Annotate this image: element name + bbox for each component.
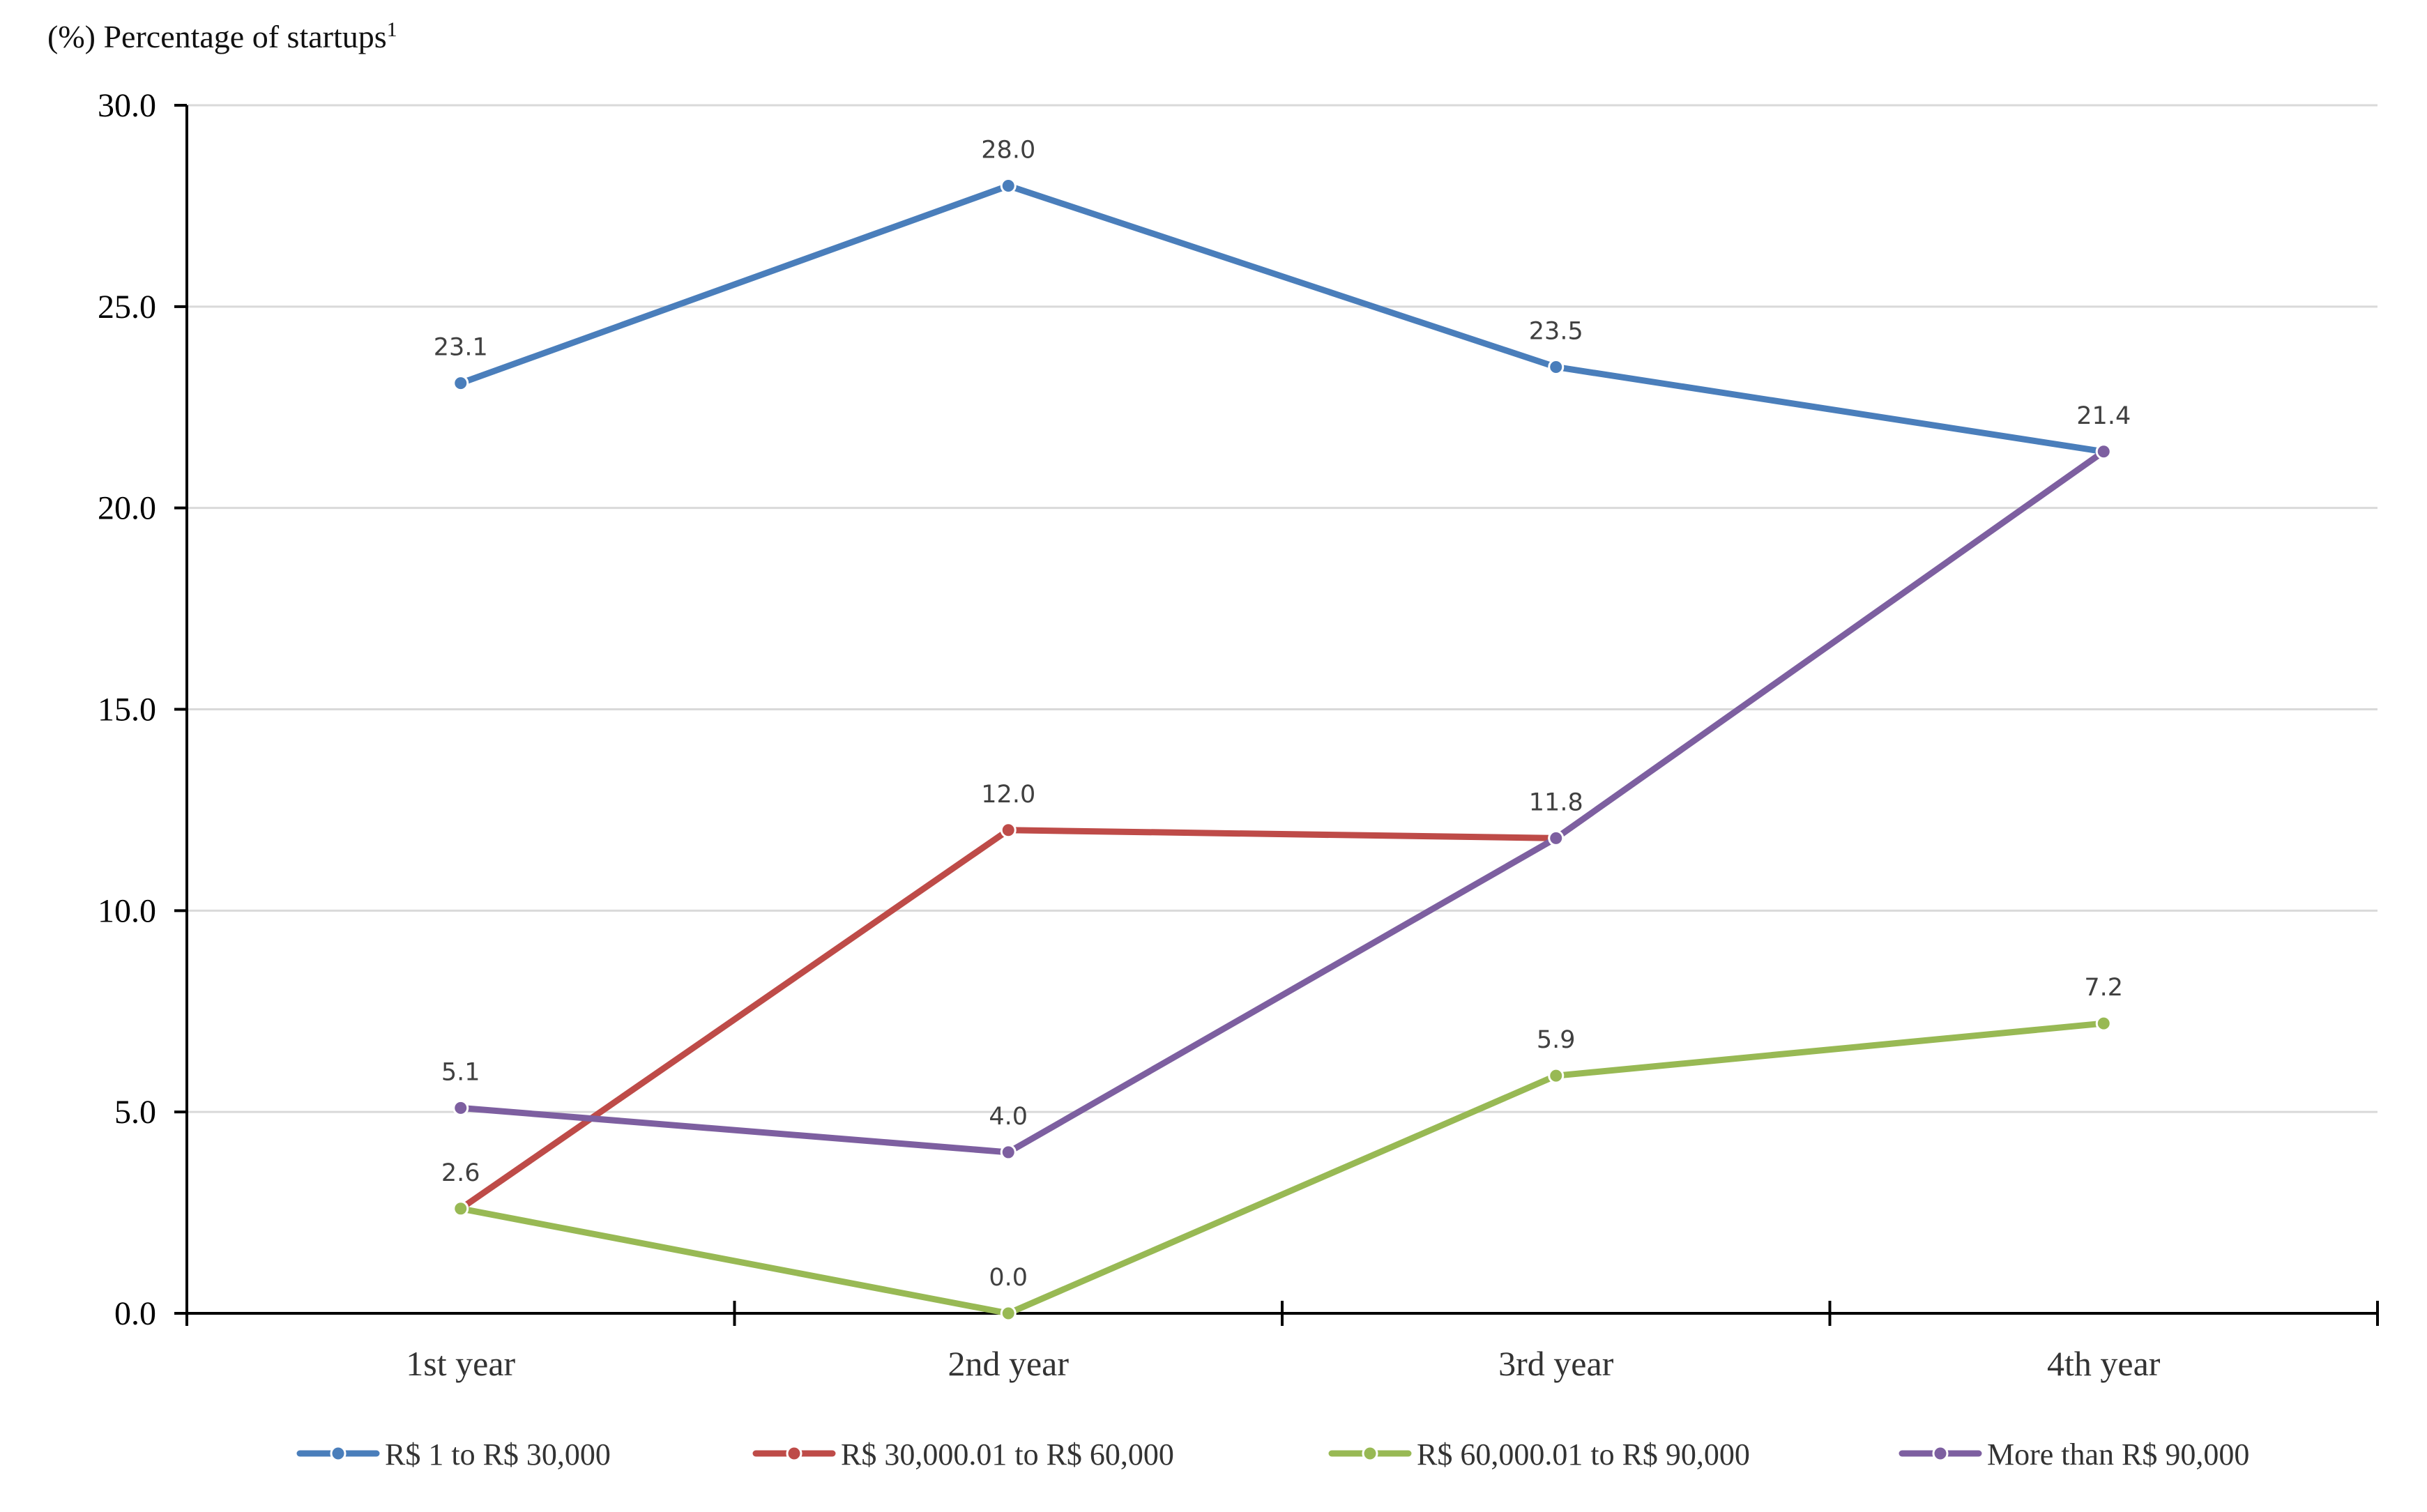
data-point [1000,1305,1017,1322]
data-labels: 23.1 28.0 23.5 21.4 2.6 12.0 11.8 0.0 5.9 7.2 5.1 4… [434,137,2131,1292]
y-axis-title-superscript: 1 [387,18,397,41]
legend-marker [786,1445,802,1462]
gridlines [187,104,2377,1113]
legend-label: R$ 1 to R$ 30,000 [385,1437,611,1472]
series-lines [452,178,2112,1322]
legend-label: R$ 30,000.01 to R$ 60,000 [841,1437,1174,1472]
series-line-4 [457,448,2107,1156]
series-line-1 [457,183,2107,455]
data-point [452,1200,469,1217]
legend-marker [330,1445,347,1462]
data-label: 23.1 [434,334,488,362]
legend: R$ 1 to R$ 30,000 R$ 30,000.01 to R$ 60,0… [296,1437,2249,1472]
data-label: 11.8 [1529,788,1583,816]
x-tick-label: 1st year [406,1344,515,1383]
data-point [1548,358,1565,375]
y-axis-title-text: (%) Percentage of startups [47,19,387,54]
data-label: 12.0 [981,781,1035,809]
legend-label: R$ 60,000.01 to R$ 90,000 [1417,1437,1750,1472]
y-tick-label: 15.0 [98,692,156,728]
data-point [1000,178,1017,194]
data-point [1548,830,1565,846]
x-tick-label: 3rd year [1498,1344,1614,1383]
data-point [1000,822,1017,839]
y-tick-label: 5.0 [114,1094,156,1131]
series-line-3 [457,1020,2107,1317]
data-point [452,1099,469,1116]
data-point [2095,443,2112,460]
legend-marker [1362,1445,1378,1462]
y-tick-label: 25.0 [98,289,156,326]
y-tick-label: 30.0 [98,87,156,124]
data-point [452,375,469,392]
data-label: 2.6 [441,1159,480,1187]
data-label: 23.5 [1529,317,1583,345]
legend-marker [1932,1445,1949,1462]
data-label: 21.4 [2076,402,2131,430]
y-axis-title: (%) Percentage of startups1 [47,18,397,54]
axes: 0.0 5.0 10.0 15.0 20.0 25.0 30.0 1st year 2nd ye… [98,87,2379,1383]
data-label: 4.0 [989,1103,1028,1131]
data-point [2095,1015,2112,1032]
x-tick-label: 4th year [2047,1344,2161,1383]
y-tick-label: 0.0 [114,1295,156,1332]
legend-label: More than R$ 90,000 [1987,1437,2249,1472]
data-point [1548,1067,1565,1084]
data-label: 0.0 [989,1264,1028,1292]
data-point [1000,1144,1017,1161]
x-tick-label: 2nd year [948,1344,1069,1383]
y-tick-label: 10.0 [98,892,156,929]
data-label: 7.2 [2084,974,2123,1002]
data-label: 5.1 [441,1058,480,1086]
data-label: 28.0 [981,137,1035,165]
y-tick-label: 20.0 [98,490,156,527]
data-label: 5.9 [1537,1026,1576,1054]
